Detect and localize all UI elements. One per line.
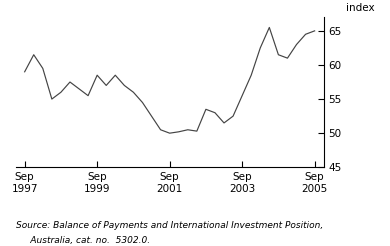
Text: Australia, cat. no.  5302.0.: Australia, cat. no. 5302.0. <box>16 236 150 245</box>
Text: Source: Balance of Payments and International Investment Position,: Source: Balance of Payments and Internat… <box>16 221 323 231</box>
Y-axis label: index: index <box>346 3 375 13</box>
